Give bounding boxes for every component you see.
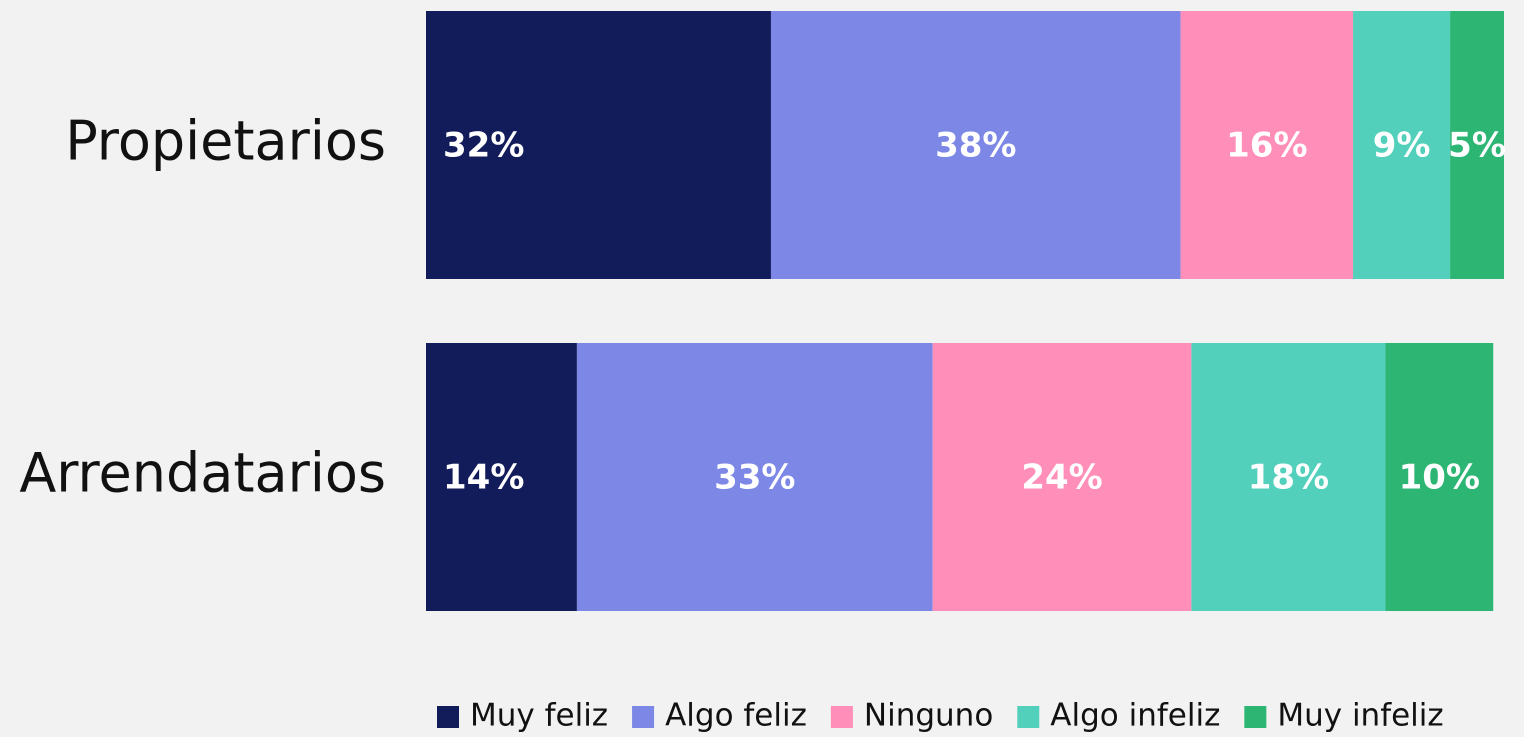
legend-label: Muy infeliz xyxy=(1277,698,1443,734)
value-label: 24% xyxy=(1021,458,1102,498)
bar-segment xyxy=(770,11,1181,279)
bar-segment xyxy=(1353,11,1451,279)
bar-segment xyxy=(932,343,1192,611)
legend-label: Algo infeliz xyxy=(1050,698,1220,734)
legend-label: Ninguno xyxy=(864,698,993,734)
value-label: 14% xyxy=(443,458,524,498)
legend-label: Muy feliz xyxy=(470,698,608,734)
value-label: 5% xyxy=(1448,126,1506,166)
value-label: 18% xyxy=(1248,458,1329,498)
value-label: 10% xyxy=(1399,458,1480,498)
value-label: 33% xyxy=(714,458,795,498)
legend-label: Algo feliz xyxy=(665,698,807,734)
value-label: 16% xyxy=(1226,126,1307,166)
legend-swatch xyxy=(1244,706,1267,728)
bar-segment xyxy=(426,11,771,279)
legend-swatch xyxy=(437,706,459,728)
bar-segment xyxy=(1191,343,1386,611)
category-label: Arrendatarios xyxy=(19,442,386,505)
legend-swatch xyxy=(830,706,853,728)
legend-swatch xyxy=(1017,706,1040,728)
bar-segment xyxy=(426,343,577,611)
bar-segment xyxy=(1180,11,1354,279)
value-label: 32% xyxy=(443,126,524,166)
bar-segment xyxy=(1385,343,1494,611)
value-label: 9% xyxy=(1373,126,1431,166)
value-label: 38% xyxy=(935,126,1016,166)
category-label: Propietarios xyxy=(65,110,386,173)
bar-segment xyxy=(1450,11,1504,279)
legend-swatch xyxy=(632,706,655,728)
bar-segment xyxy=(576,343,933,611)
